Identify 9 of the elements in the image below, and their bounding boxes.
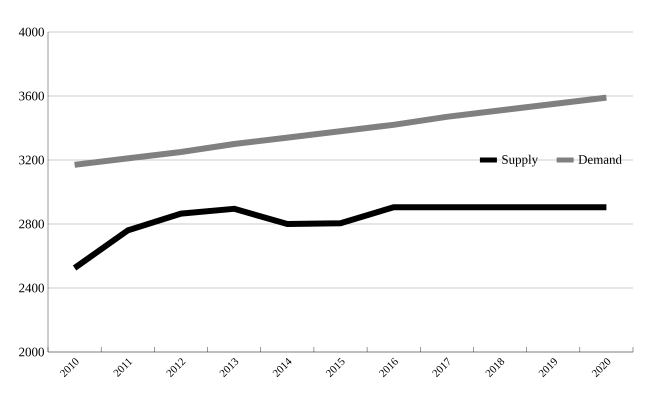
y-tick-label: 2000 xyxy=(19,348,44,356)
y-tick-label: 2800 xyxy=(19,220,44,228)
legend-label: Supply xyxy=(502,154,538,167)
x-tick-label: 2011 xyxy=(113,358,132,377)
y-tick-label: 3200 xyxy=(19,156,44,164)
legend-label: Demand xyxy=(578,154,622,164)
y-tick-label: 2400 xyxy=(19,284,44,292)
y-tick-label: 4000 xyxy=(18,28,44,36)
y-tick-label: 3600 xyxy=(19,92,44,100)
